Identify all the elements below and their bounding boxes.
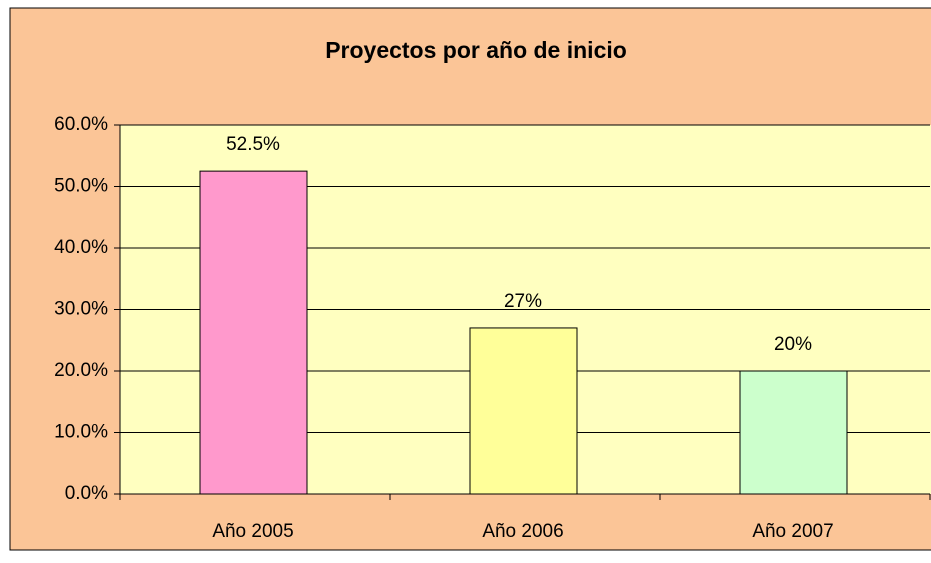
y-tick-label: 10.0%: [54, 422, 108, 443]
y-tick-label: 40.0%: [54, 237, 108, 258]
y-tick-label: 50.0%: [54, 176, 108, 197]
data-label: 27%: [504, 291, 542, 312]
x-tick-label: Año 2007: [752, 521, 833, 542]
y-tick-label: 0.0%: [65, 483, 108, 504]
bar: [469, 327, 578, 495]
bar: [199, 170, 308, 495]
y-tick-label: 20.0%: [54, 360, 108, 381]
y-tick-label: 60.0%: [54, 114, 108, 135]
data-label: 52.5%: [226, 134, 280, 155]
data-label: 20%: [774, 334, 812, 355]
x-tick-label: Año 2006: [482, 521, 563, 542]
x-tick-label: Año 2005: [212, 521, 293, 542]
chart-title: Proyectos por año de inicio: [325, 37, 627, 63]
y-tick-label: 30.0%: [54, 299, 108, 320]
bar: [739, 370, 848, 495]
